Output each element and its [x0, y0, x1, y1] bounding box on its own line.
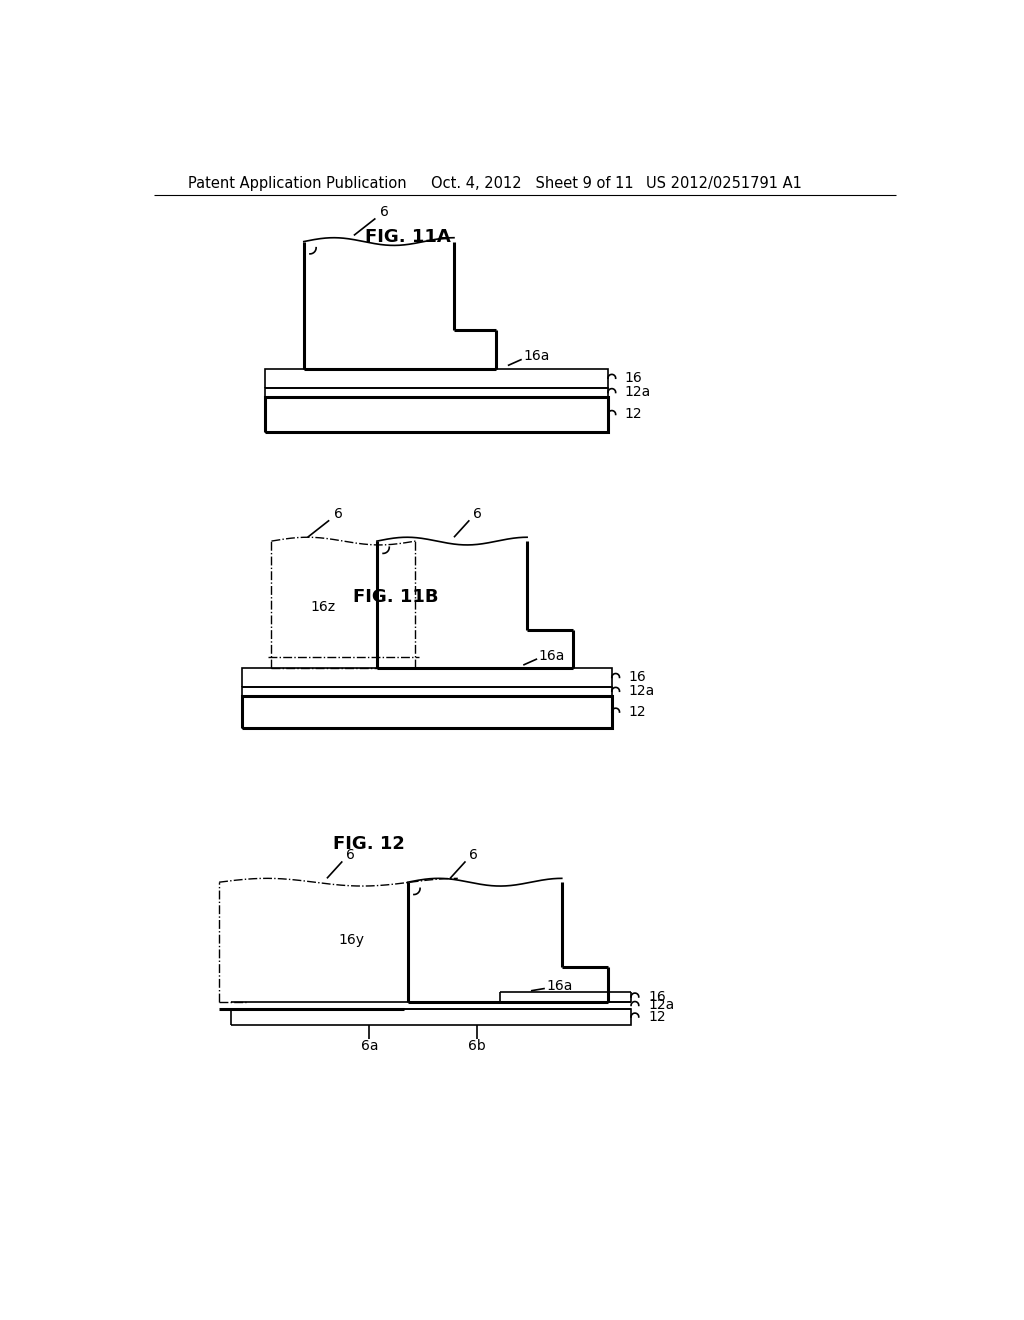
Text: 16a: 16a — [547, 979, 572, 993]
Text: 16a: 16a — [523, 350, 550, 363]
Text: 16y: 16y — [339, 933, 365, 946]
Text: 16a: 16a — [539, 649, 565, 663]
Text: 6: 6 — [380, 206, 389, 219]
Text: 16z: 16z — [310, 599, 335, 614]
Text: 6a: 6a — [360, 1039, 378, 1053]
Text: 12: 12 — [625, 408, 642, 421]
Text: Patent Application Publication: Patent Application Publication — [188, 176, 407, 190]
Text: 16: 16 — [648, 990, 666, 1005]
Text: 6b: 6b — [468, 1039, 486, 1053]
Text: 12a: 12a — [648, 998, 674, 1012]
Text: 6: 6 — [334, 507, 343, 521]
Text: 16: 16 — [629, 671, 646, 684]
Text: 16: 16 — [625, 371, 643, 385]
Text: FIG. 11A: FIG. 11A — [365, 228, 451, 246]
Text: 12: 12 — [648, 1010, 666, 1024]
Text: FIG. 11B: FIG. 11B — [353, 589, 439, 606]
Text: 12: 12 — [629, 705, 646, 719]
Text: 12a: 12a — [629, 684, 655, 698]
Text: 12a: 12a — [625, 385, 651, 400]
Text: FIG. 12: FIG. 12 — [334, 834, 406, 853]
Text: Oct. 4, 2012   Sheet 9 of 11: Oct. 4, 2012 Sheet 9 of 11 — [431, 176, 634, 190]
Text: US 2012/0251791 A1: US 2012/0251791 A1 — [646, 176, 803, 190]
Text: 6: 6 — [469, 849, 477, 862]
Text: 6: 6 — [473, 507, 481, 521]
Text: 6: 6 — [345, 849, 354, 862]
